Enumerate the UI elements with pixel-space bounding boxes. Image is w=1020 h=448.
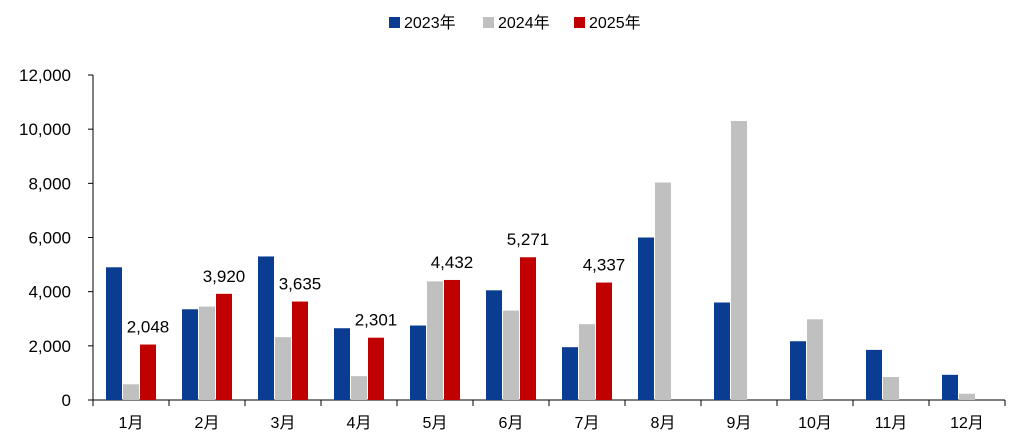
bar-2025年-5月	[444, 279, 460, 400]
y-tick-label: 10,000	[19, 120, 71, 139]
legend-swatch	[483, 17, 494, 28]
bar-2025年-4月	[368, 337, 384, 400]
legend-swatch	[389, 17, 400, 28]
bar-2024年-11月	[883, 376, 899, 400]
bar-2024年-1月	[123, 384, 139, 400]
data-label: 4,337	[583, 256, 626, 275]
bar-2024年-12月	[959, 393, 975, 400]
bar-2023年-5月	[410, 325, 426, 400]
bar-2023年-3月	[258, 256, 274, 400]
x-axis: 1月 2月 3月 4月 5月 6月 7月 8月 9月 10月 11月 12月	[92, 399, 1006, 432]
legend-label: 2024年	[498, 14, 550, 32]
data-labels: 2,048 3,920 3,635 2,301 4,432 5,271 4,337	[127, 230, 626, 336]
bar-2024年-5月	[427, 281, 443, 400]
bar-2023年-12月	[942, 374, 958, 400]
data-label: 3,635	[279, 275, 322, 294]
legend-label: 2023年	[404, 14, 456, 32]
bar-2023年-7月	[562, 347, 578, 400]
data-label: 2,301	[355, 311, 398, 330]
x-tick-label: 3月	[271, 415, 296, 432]
x-tick-label: 6月	[499, 415, 524, 432]
bar-2024年-7月	[579, 324, 595, 400]
bar-2023年-9月	[714, 302, 730, 400]
x-tick-label: 2月	[195, 415, 220, 432]
data-label: 2,048	[127, 318, 170, 337]
bar-2025年-6月	[520, 257, 536, 400]
data-label: 4,432	[431, 253, 474, 272]
x-tick-label: 10月	[798, 415, 832, 432]
x-tick-label: 4月	[347, 415, 372, 432]
y-tick-label: 12,000	[19, 66, 71, 85]
x-tick-label: 1月	[119, 415, 144, 432]
y-tick-label: 8,000	[28, 174, 71, 193]
y-axis: 0 2,000 4,000 6,000 8,000 10,000 12,000	[19, 66, 94, 410]
bar-2024年-3月	[275, 337, 291, 400]
bar-2023年-2月	[182, 309, 198, 400]
bar-2023年-11月	[866, 349, 882, 400]
bar-2025年-7月	[596, 282, 612, 400]
bar-2024年-2月	[199, 306, 215, 400]
x-tick-label: 5月	[423, 415, 448, 432]
bar-2023年-1月	[106, 267, 122, 400]
y-tick-label: 6,000	[28, 229, 71, 248]
bar-2023年-8月	[638, 237, 654, 400]
y-tick-label: 0	[62, 391, 71, 410]
bar-2024年-9月	[731, 121, 747, 401]
x-tick-label: 12月	[950, 415, 984, 432]
x-tick-label: 11月	[875, 415, 908, 432]
data-label: 3,920	[203, 267, 246, 286]
bar-2025年-1月	[140, 344, 156, 400]
bar-2024年-6月	[503, 310, 519, 400]
bar-2023年-6月	[486, 290, 502, 400]
y-tick-label: 4,000	[28, 283, 71, 302]
legend: 2023年 2024年 2025年	[389, 14, 641, 32]
legend-swatch	[574, 17, 585, 28]
x-tick-label: 7月	[575, 415, 600, 432]
bar-2024年-10月	[807, 319, 823, 400]
y-tick-label: 2,000	[28, 337, 71, 356]
x-tick-label: 9月	[727, 415, 752, 432]
bar-2023年-10月	[790, 341, 806, 400]
bar-2025年-2月	[216, 293, 232, 400]
bar-2024年-8月	[655, 182, 671, 400]
data-label: 5,271	[507, 230, 550, 249]
legend-label: 2025年	[589, 14, 641, 32]
bar-2023年-4月	[334, 328, 350, 400]
bar-2024年-4月	[351, 376, 367, 400]
bars	[106, 121, 975, 401]
x-tick-label: 8月	[651, 415, 676, 432]
bar-2025年-3月	[292, 301, 308, 400]
